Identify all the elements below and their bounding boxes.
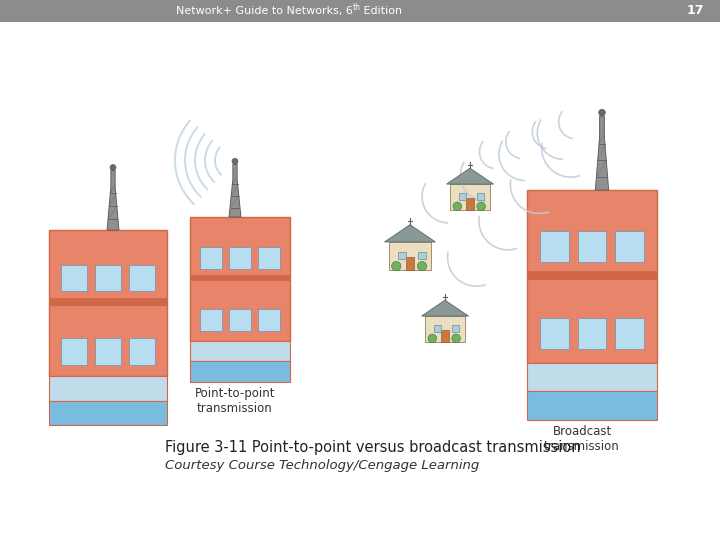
Circle shape (232, 158, 238, 164)
Bar (441, 330, 449, 342)
Bar (200, 247, 222, 269)
Bar (190, 341, 290, 361)
Bar (616, 232, 644, 262)
Text: 17: 17 (686, 4, 703, 17)
Polygon shape (384, 225, 436, 242)
Text: Network+ Guide to Networks, 6: Network+ Guide to Networks, 6 (176, 6, 353, 16)
Bar (527, 271, 657, 280)
Circle shape (453, 202, 462, 211)
Bar (616, 318, 644, 349)
Circle shape (451, 334, 460, 343)
Bar (60, 265, 86, 292)
Circle shape (392, 261, 401, 271)
Bar (130, 265, 156, 292)
Bar (389, 242, 431, 270)
Bar (0, 0, 720, 22)
Bar (258, 308, 280, 331)
Bar (540, 318, 569, 349)
Circle shape (598, 109, 606, 116)
Bar (49, 298, 167, 306)
Polygon shape (446, 168, 493, 184)
Bar (258, 247, 280, 269)
Bar (49, 230, 167, 376)
Bar (49, 401, 167, 425)
Bar (406, 256, 414, 270)
Bar (418, 252, 426, 259)
Circle shape (428, 334, 436, 343)
Bar (527, 362, 657, 392)
Bar (190, 275, 290, 281)
Bar (577, 232, 606, 262)
Text: Broadcast
transmission: Broadcast transmission (544, 425, 620, 453)
Bar (450, 184, 490, 210)
Bar (200, 308, 222, 331)
Bar (577, 318, 606, 349)
Bar (49, 376, 167, 401)
Circle shape (418, 261, 427, 271)
Bar (229, 247, 251, 269)
Text: Figure 3-11 Point-to-point versus broadcast transmission: Figure 3-11 Point-to-point versus broadc… (165, 440, 580, 455)
Polygon shape (107, 171, 119, 230)
Bar (190, 217, 290, 341)
Text: Courtesy Course Technology/Cengage Learning: Courtesy Course Technology/Cengage Learn… (165, 459, 480, 472)
Bar (527, 392, 657, 420)
Bar (190, 361, 290, 382)
Bar (426, 316, 465, 342)
Polygon shape (595, 116, 608, 190)
Bar (467, 198, 474, 210)
Text: th: th (353, 3, 361, 11)
Bar (527, 190, 657, 362)
Polygon shape (422, 300, 469, 316)
Circle shape (477, 202, 485, 211)
Bar (398, 252, 406, 259)
Bar (540, 232, 569, 262)
Polygon shape (229, 164, 241, 217)
Bar (459, 193, 466, 200)
Bar (95, 338, 121, 365)
Bar (229, 308, 251, 331)
Bar (95, 265, 121, 292)
Bar (452, 325, 459, 332)
Circle shape (110, 165, 116, 171)
Bar (434, 325, 441, 332)
Text: Point-to-point
transmission: Point-to-point transmission (194, 387, 275, 415)
Text: Edition: Edition (360, 6, 402, 16)
Bar (60, 338, 86, 365)
Bar (477, 193, 485, 200)
Bar (130, 338, 156, 365)
